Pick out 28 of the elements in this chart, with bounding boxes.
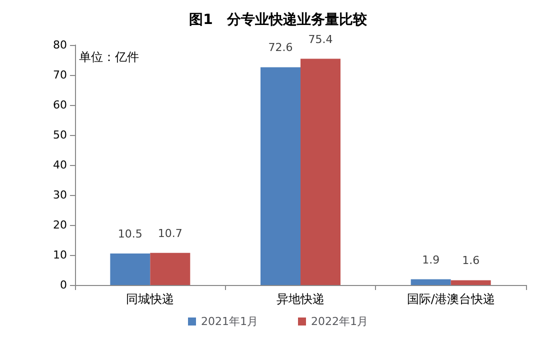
y-tick-label: 80: [53, 38, 67, 52]
y-tick-label: 20: [53, 218, 67, 232]
bar: [110, 254, 150, 285]
data-label: 1.9: [422, 253, 440, 266]
bar: [300, 58, 340, 285]
y-tick-label: 30: [53, 188, 67, 202]
y-tick-label: 10: [53, 248, 67, 262]
annotation: 单位：亿件: [79, 50, 139, 64]
chart-title: 图1 分专业快递业务量比较: [189, 11, 368, 28]
data-label: 72.6: [268, 41, 293, 54]
data-label: 10.7: [158, 226, 182, 240]
y-tick-label: 70: [53, 68, 67, 82]
bar: [260, 67, 300, 285]
data-label: 10.5: [118, 228, 142, 240]
legend-label: 2022年1月: [311, 315, 368, 328]
bar: [410, 279, 451, 285]
y-tick-label: 60: [53, 98, 67, 112]
bar: [450, 280, 491, 285]
legend-label: 2021年1月: [201, 315, 258, 328]
y-tick-label: 40: [53, 158, 67, 172]
y-tick-label: 0: [60, 278, 67, 292]
x-tick-label: 异地快递: [276, 292, 324, 306]
y-tick-label: 50: [53, 128, 67, 142]
x-tick-label: 国际/港澳台快递: [406, 292, 495, 306]
data-label: 1.6: [462, 254, 480, 268]
x-tick-label: 同城快递: [126, 292, 174, 306]
data-label: 75.4: [308, 32, 333, 46]
bar: [150, 252, 190, 285]
